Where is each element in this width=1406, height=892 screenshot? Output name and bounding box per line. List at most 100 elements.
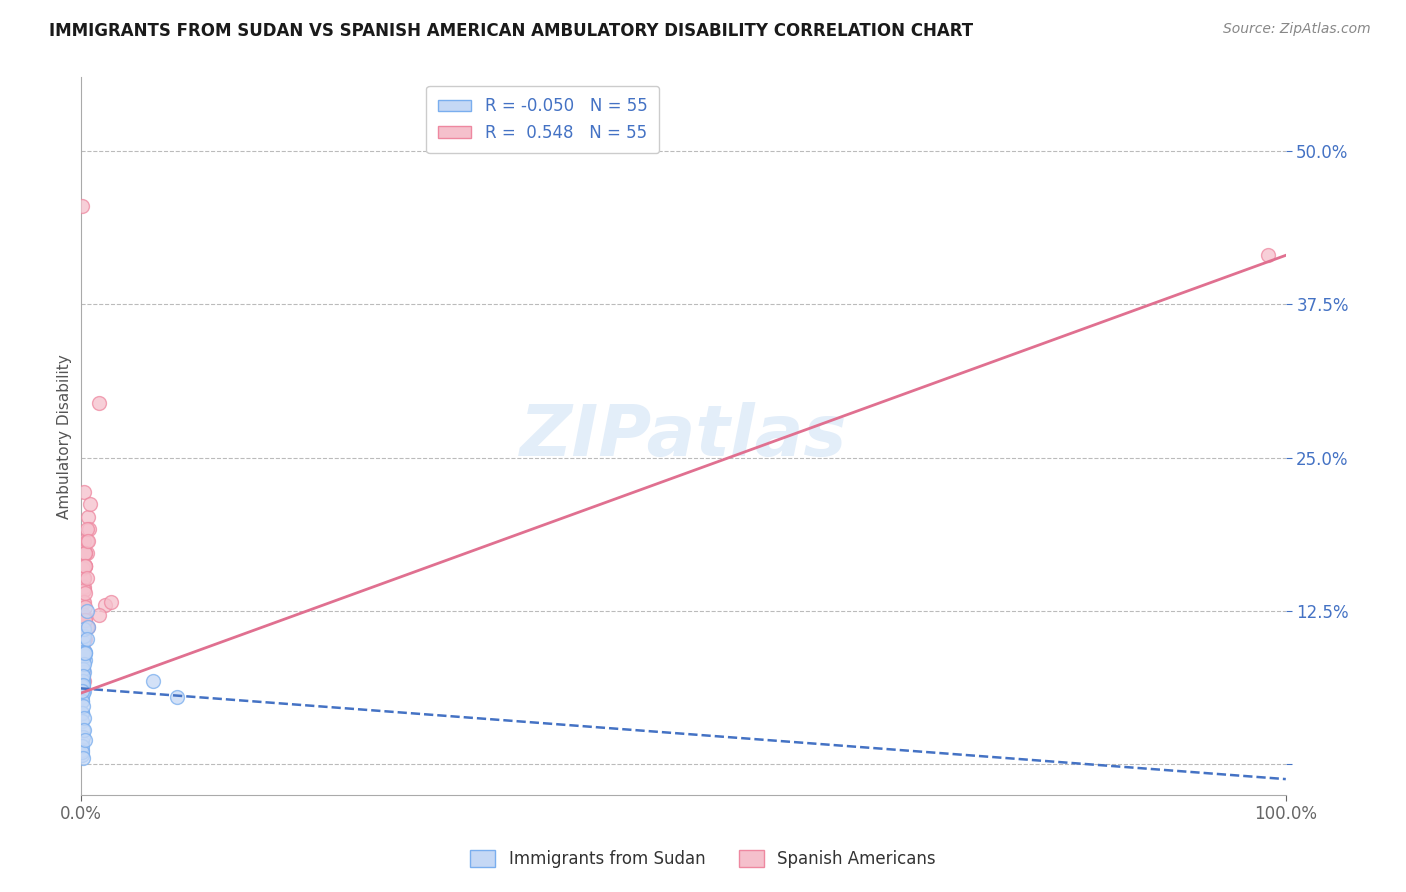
Point <box>72 669 94 683</box>
Point <box>72 673 94 688</box>
Point <box>75 646 97 660</box>
Point <box>79 497 101 511</box>
Point <box>70 690 93 704</box>
Point <box>72 723 94 737</box>
Point <box>76 620 98 634</box>
Point <box>73 711 96 725</box>
Point <box>75 546 97 560</box>
Point <box>75 558 97 573</box>
Point <box>76 546 98 560</box>
Point <box>75 646 97 660</box>
Point <box>75 558 97 573</box>
Point <box>166 690 188 704</box>
Point <box>75 600 97 615</box>
Point <box>70 747 93 762</box>
Point <box>72 698 94 713</box>
Point <box>70 681 93 696</box>
Point <box>73 571 96 585</box>
Point <box>70 714 93 729</box>
Point <box>72 662 94 676</box>
Point <box>75 644 97 658</box>
Point <box>75 653 97 667</box>
Point <box>77 522 100 536</box>
Point <box>70 662 93 676</box>
Point <box>70 680 93 694</box>
Point <box>72 649 94 664</box>
Point <box>70 647 93 661</box>
Point <box>70 683 93 698</box>
Point <box>70 669 93 683</box>
Point <box>70 739 93 753</box>
Legend: R = -0.050   N = 55, R =  0.548   N = 55: R = -0.050 N = 55, R = 0.548 N = 55 <box>426 86 659 153</box>
Point <box>142 673 165 688</box>
Point <box>72 669 94 683</box>
Point <box>72 686 94 700</box>
Point <box>72 646 94 660</box>
Point <box>72 678 94 692</box>
Point <box>72 571 94 585</box>
Point <box>72 595 94 609</box>
Point <box>70 706 93 720</box>
Point <box>73 485 96 500</box>
Point <box>72 623 94 637</box>
Point <box>76 534 98 549</box>
Point <box>75 558 97 573</box>
Point <box>73 595 96 609</box>
Point <box>73 723 96 737</box>
Point <box>73 623 96 637</box>
Text: ZIPatlas: ZIPatlas <box>519 401 846 471</box>
Point <box>73 629 96 643</box>
Point <box>70 649 93 664</box>
Point <box>73 632 96 647</box>
Point <box>70 681 93 696</box>
Point <box>70 742 93 756</box>
Point <box>72 673 94 688</box>
Point <box>75 558 97 573</box>
Point <box>93 598 115 612</box>
Point <box>76 534 98 549</box>
Point <box>70 199 93 213</box>
Point <box>73 571 96 585</box>
Point <box>73 580 96 594</box>
Point <box>87 395 110 409</box>
Point <box>76 632 98 647</box>
Point <box>73 632 96 647</box>
Point <box>73 657 96 671</box>
Point <box>73 673 96 688</box>
Point <box>70 745 93 759</box>
Point <box>75 613 97 627</box>
Point <box>72 595 94 609</box>
Point <box>73 632 96 647</box>
Point <box>72 653 94 667</box>
Point <box>75 732 97 747</box>
Point <box>1257 248 1279 262</box>
Point <box>76 620 98 634</box>
Point <box>73 610 96 624</box>
Point <box>73 607 96 622</box>
Point <box>87 607 110 622</box>
Point <box>76 571 98 585</box>
Point <box>70 686 93 700</box>
Point <box>72 644 94 658</box>
Point <box>72 678 94 692</box>
Point <box>72 561 94 575</box>
Point <box>70 706 93 720</box>
Point <box>75 613 97 627</box>
Text: IMMIGRANTS FROM SUDAN VS SPANISH AMERICAN AMBULATORY DISABILITY CORRELATION CHAR: IMMIGRANTS FROM SUDAN VS SPANISH AMERICA… <box>49 22 973 40</box>
Point <box>75 585 97 599</box>
Point <box>70 735 93 749</box>
Point <box>73 620 96 634</box>
Point <box>72 665 94 680</box>
Point <box>72 731 94 745</box>
Point <box>72 653 94 667</box>
Point <box>73 583 96 598</box>
Text: Source: ZipAtlas.com: Source: ZipAtlas.com <box>1223 22 1371 37</box>
Point <box>70 679 93 693</box>
Point <box>72 751 94 765</box>
Point <box>73 534 96 549</box>
Point <box>72 634 94 648</box>
Point <box>73 649 96 664</box>
Point <box>70 693 93 707</box>
Point <box>70 640 93 655</box>
Y-axis label: Ambulatory Disability: Ambulatory Disability <box>58 354 72 518</box>
